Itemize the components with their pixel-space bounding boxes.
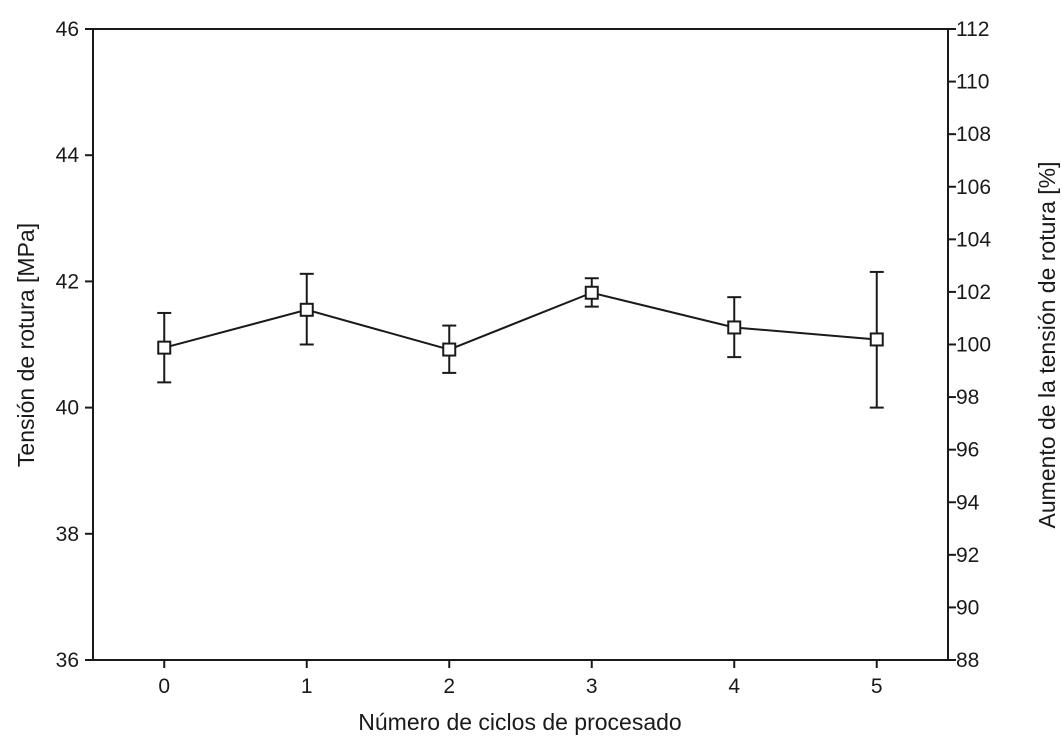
- series-line: [163, 291, 877, 351]
- y2-tick-label: 108: [956, 123, 991, 146]
- bottom-axis-ticks: 0 1 2 3 4 5: [158, 660, 883, 698]
- x-tick-label: 4: [728, 675, 740, 698]
- data-point: [869, 332, 884, 347]
- plot-frame: [92, 28, 949, 661]
- right-axis-ticks: 88 90 92 94 96 98 100 102 104 106 108 110 112: [948, 18, 991, 672]
- data-point: [442, 342, 457, 357]
- y2-tick-label: 104: [956, 228, 991, 251]
- y2-tick-label: 98: [956, 386, 979, 409]
- left-axis-ticks: 36 38 40 42 44 46: [56, 18, 93, 672]
- y-tick-label: 36: [56, 649, 79, 672]
- x-tick-label: 1: [301, 675, 313, 698]
- y2-tick-label: 112: [956, 18, 989, 41]
- y2-tick-label: 102: [956, 281, 991, 304]
- x-tick-label: 2: [443, 675, 455, 698]
- series-layer: [157, 270, 884, 409]
- y-tick-label: 38: [56, 523, 79, 546]
- y2-tick-label: 96: [956, 439, 979, 462]
- data-point: [299, 302, 314, 317]
- y2-tick-label: 100: [956, 334, 991, 357]
- data-point: [584, 285, 599, 300]
- y-axis-title: Tensión de rotura [MPa]: [13, 223, 39, 467]
- y2-tick-label: 94: [956, 491, 980, 514]
- y2-tick-label: 106: [956, 176, 991, 199]
- y-tick-label: 44: [56, 144, 80, 167]
- y2-tick-label: 88: [956, 649, 979, 672]
- y-tick-label: 42: [56, 270, 79, 293]
- x-tick-label: 3: [586, 675, 598, 698]
- data-point: [727, 320, 742, 335]
- x-tick-label: 0: [158, 675, 170, 698]
- y2-axis-title: Aumento de la tensión de rotura [%]: [1034, 162, 1060, 529]
- y2-tick-label: 110: [956, 71, 989, 94]
- y-tick-label: 40: [56, 397, 79, 420]
- y2-tick-label: 90: [956, 596, 979, 619]
- data-point: [157, 340, 172, 355]
- x-axis-title: Número de ciclos de procesado: [358, 709, 681, 735]
- y-tick-label: 46: [56, 18, 79, 41]
- y2-tick-label: 92: [956, 544, 979, 567]
- x-tick-label: 5: [871, 675, 883, 698]
